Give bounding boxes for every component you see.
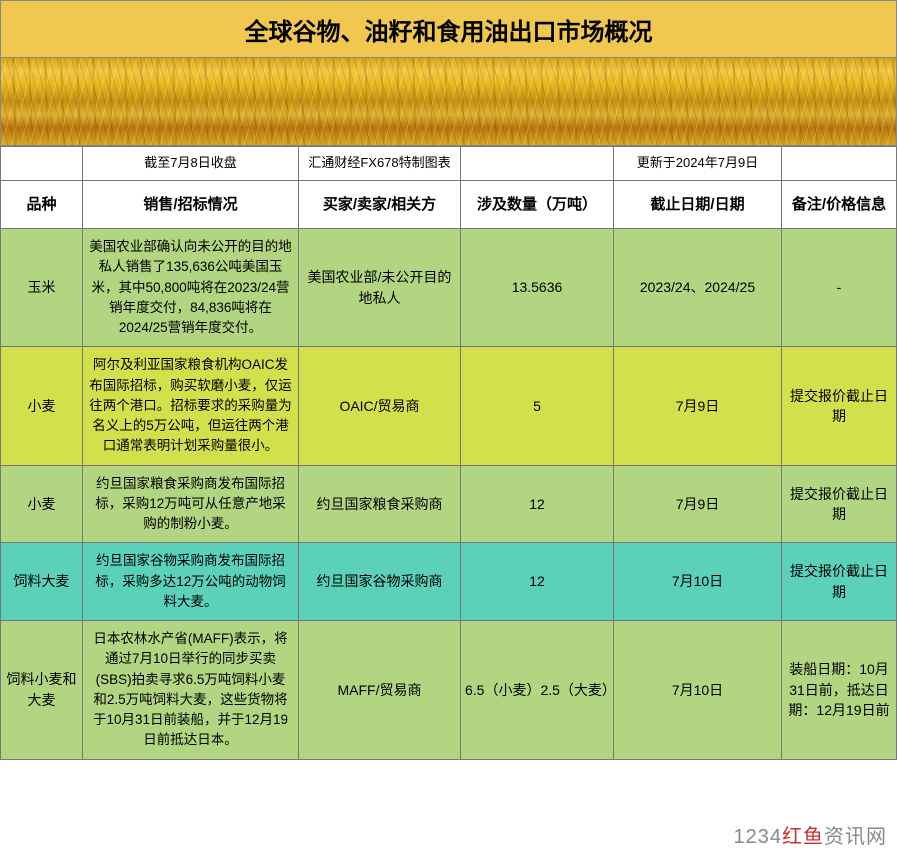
header-date: 截止日期/日期 [614, 181, 782, 229]
title-bar: 全球谷物、油籽和食用油出口市场概况 [0, 0, 897, 58]
meta-row: 截至7月8日收盘 汇通财经FX678特制图表 更新于2024年7月9日 [1, 147, 897, 181]
cell-note: - [782, 229, 897, 347]
watermark-prefix: 1234 [734, 826, 783, 848]
cell-date: 7月10日 [614, 621, 782, 760]
watermark-red: 红鱼 [782, 826, 824, 848]
meta-empty-1 [1, 147, 83, 181]
cell-party: 美国农业部/未公开目的地私人 [299, 229, 461, 347]
cell-party: 约旦国家粮食采购商 [299, 465, 461, 543]
table-body: 玉米美国农业部确认向未公开的目的地私人销售了135,636公吨美国玉米，其中50… [1, 229, 897, 760]
cell-quantity: 13.5636 [461, 229, 614, 347]
cell-description: 约旦国家谷物采购商发布国际招标，采购多达12万公吨的动物饲料大麦。 [83, 543, 299, 621]
table-row: 饲料小麦和大麦日本农林水产省(MAFF)表示，将通过7月10日举行的同步买卖(S… [1, 621, 897, 760]
meta-left: 截至7月8日收盘 [83, 147, 299, 181]
cell-commodity: 小麦 [1, 347, 83, 465]
watermark: 1234红鱼资讯网 [734, 820, 888, 849]
header-quantity: 涉及数量（万吨） [461, 181, 614, 229]
meta-right: 更新于2024年7月9日 [614, 147, 782, 181]
cell-party: MAFF/贸易商 [299, 621, 461, 760]
cell-quantity: 6.5（小麦）2.5（大麦） [461, 621, 614, 760]
cell-date: 7月9日 [614, 347, 782, 465]
header-commodity: 品种 [1, 181, 83, 229]
meta-center: 汇通财经FX678特制图表 [299, 147, 461, 181]
cell-quantity: 12 [461, 543, 614, 621]
market-table: 截至7月8日收盘 汇通财经FX678特制图表 更新于2024年7月9日 品种 销… [0, 146, 897, 760]
header-row: 品种 销售/招标情况 买家/卖家/相关方 涉及数量（万吨） 截止日期/日期 备注… [1, 181, 897, 229]
cell-description: 阿尔及利亚国家粮食机构OAIC发布国际招标，购买软磨小麦，仅运往两个港口。招标要… [83, 347, 299, 465]
cell-quantity: 5 [461, 347, 614, 465]
cell-commodity: 饲料小麦和大麦 [1, 621, 83, 760]
cell-party: 约旦国家谷物采购商 [299, 543, 461, 621]
cell-description: 美国农业部确认向未公开的目的地私人销售了135,636公吨美国玉米，其中50,8… [83, 229, 299, 347]
header-note: 备注/价格信息 [782, 181, 897, 229]
table-row: 小麦阿尔及利亚国家粮食机构OAIC发布国际招标，购买软磨小麦，仅运往两个港口。招… [1, 347, 897, 465]
cell-commodity: 饲料大麦 [1, 543, 83, 621]
cell-commodity: 小麦 [1, 465, 83, 543]
meta-empty-2 [461, 147, 614, 181]
cell-description: 日本农林水产省(MAFF)表示，将通过7月10日举行的同步买卖(SBS)拍卖寻求… [83, 621, 299, 760]
cell-date: 7月9日 [614, 465, 782, 543]
table-row: 玉米美国农业部确认向未公开的目的地私人销售了135,636公吨美国玉米，其中50… [1, 229, 897, 347]
cell-commodity: 玉米 [1, 229, 83, 347]
cell-quantity: 12 [461, 465, 614, 543]
wheat-banner-image [0, 58, 897, 146]
table-row: 小麦约旦国家粮食采购商发布国际招标，采购12万吨可从任意产地采购的制粉小麦。约旦… [1, 465, 897, 543]
table-row: 饲料大麦约旦国家谷物采购商发布国际招标，采购多达12万公吨的动物饲料大麦。约旦国… [1, 543, 897, 621]
cell-note: 提交报价截止日期 [782, 465, 897, 543]
cell-party: OAIC/贸易商 [299, 347, 461, 465]
meta-empty-3 [782, 147, 897, 181]
header-description: 销售/招标情况 [83, 181, 299, 229]
cell-date: 7月10日 [614, 543, 782, 621]
watermark-suffix: 资讯网 [824, 826, 887, 848]
cell-note: 装船日期：10月31日前，抵达日期：12月19日前 [782, 621, 897, 760]
cell-description: 约旦国家粮食采购商发布国际招标，采购12万吨可从任意产地采购的制粉小麦。 [83, 465, 299, 543]
page-title: 全球谷物、油籽和食用油出口市场概况 [245, 12, 653, 47]
cell-note: 提交报价截止日期 [782, 543, 897, 621]
cell-date: 2023/24、2024/25 [614, 229, 782, 347]
header-party: 买家/卖家/相关方 [299, 181, 461, 229]
cell-note: 提交报价截止日期 [782, 347, 897, 465]
